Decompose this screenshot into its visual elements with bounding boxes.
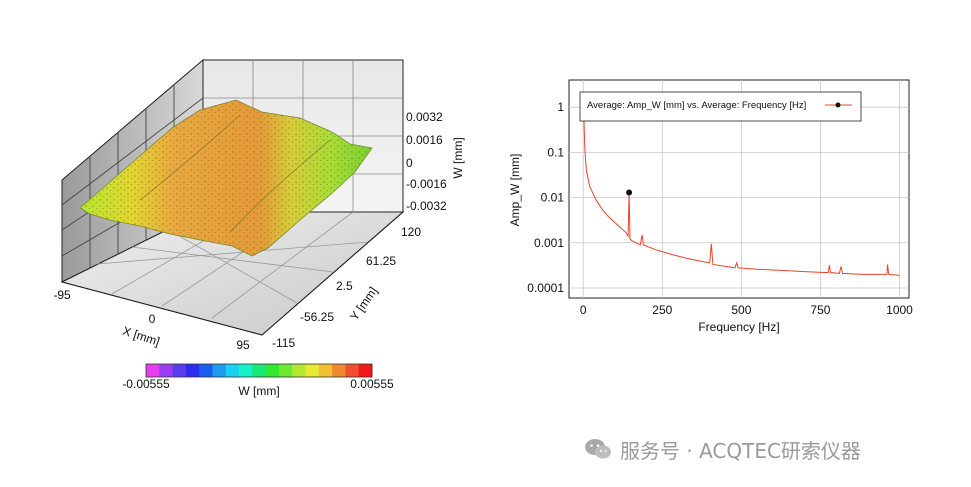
y-tick: 2.5 [336, 279, 353, 293]
x-tick: 95 [236, 338, 250, 352]
colorbar-cell [146, 364, 160, 377]
colorbar-min: -0.00555 [122, 377, 170, 391]
colorbar-cell [278, 364, 293, 377]
y-tick: -115 [272, 336, 295, 350]
colorbar: -0.00555 0.00555 W [mm] [122, 363, 394, 398]
y-tick-label: 0.0001 [527, 281, 564, 295]
y-tick-label: 0.01 [541, 191, 565, 205]
y-tick-label: 1 [557, 100, 564, 114]
grid-lines [569, 80, 909, 298]
y-ticks: 1 0.1 0.01 0.001 0.0001 [527, 100, 564, 295]
x-ticks: 0 250 500 750 1000 [580, 303, 913, 317]
colorbar-cell [345, 364, 360, 377]
z-axis: 0.0032 0.0016 0 -0.0016 -0.0032 W [mm] [406, 110, 465, 213]
legend-text: Average: Amp_W [mm] vs. Average: Frequen… [587, 100, 806, 111]
y-tick-label: 0.1 [547, 145, 564, 159]
watermark: 服务号 · ACQTEC研索仪器 [584, 432, 861, 466]
colorbar-cell [172, 364, 187, 377]
z-axis-label: W [mm] [451, 137, 465, 178]
colorbar-cell [265, 364, 280, 377]
x-tick-label: 750 [810, 303, 830, 317]
x-tick-label: 250 [652, 303, 672, 317]
y-tick-label: 0.001 [534, 236, 564, 250]
z-tick: -0.0016 [406, 177, 447, 191]
surface-plot: 0.0032 0.0016 0 -0.0016 -0.0032 W [mm] -… [53, 58, 465, 398]
y-tick: 120 [401, 225, 421, 239]
x-axis-label: X [mm] [121, 324, 161, 349]
x-axis-label: Frequency [Hz] [698, 320, 779, 334]
colorbar-cell [212, 364, 227, 377]
z-tick: 0 [406, 156, 413, 170]
colorbar-cell [239, 364, 253, 377]
legend-marker-swatch [835, 102, 841, 108]
wechat-icon [585, 439, 611, 459]
y-axis-label: Amp_W [mm] [508, 154, 522, 227]
y-tick: 61.25 [366, 254, 396, 268]
y-tick: -56.25 [300, 310, 334, 324]
colorbar-max: 0.00555 [350, 377, 394, 391]
legend: Average: Amp_W [mm] vs. Average: Frequen… [579, 91, 862, 122]
peak-marker [626, 189, 633, 196]
x-tick-label: 0 [580, 303, 587, 317]
series-line [582, 103, 900, 276]
colorbar-cell [252, 364, 266, 377]
z-tick: -0.0032 [406, 199, 447, 213]
z-tick: 0.0032 [406, 110, 443, 124]
plot-area [568, 79, 910, 299]
watermark-text: 服务号 · ACQTEC研索仪器 [620, 438, 861, 463]
colorbar-cell [199, 364, 213, 377]
x-tick-label: 500 [731, 303, 751, 317]
colorbar-cell [332, 364, 346, 377]
x-tick: 0 [149, 312, 156, 326]
colorbar-cell [159, 364, 173, 377]
colorbar-cell [318, 364, 333, 377]
x-tick: -95 [53, 288, 71, 302]
z-tick: 0.0016 [406, 133, 443, 147]
x-tick-label: 1000 [886, 303, 913, 317]
deformation-surface [79, 99, 373, 257]
colorbar-cell [305, 364, 320, 377]
colorbar-cell [358, 364, 373, 377]
colorbar-label: W [mm] [238, 384, 279, 398]
colorbar-cell [292, 364, 306, 377]
colorbar-cell [185, 364, 200, 377]
colorbar-cell [225, 364, 240, 377]
